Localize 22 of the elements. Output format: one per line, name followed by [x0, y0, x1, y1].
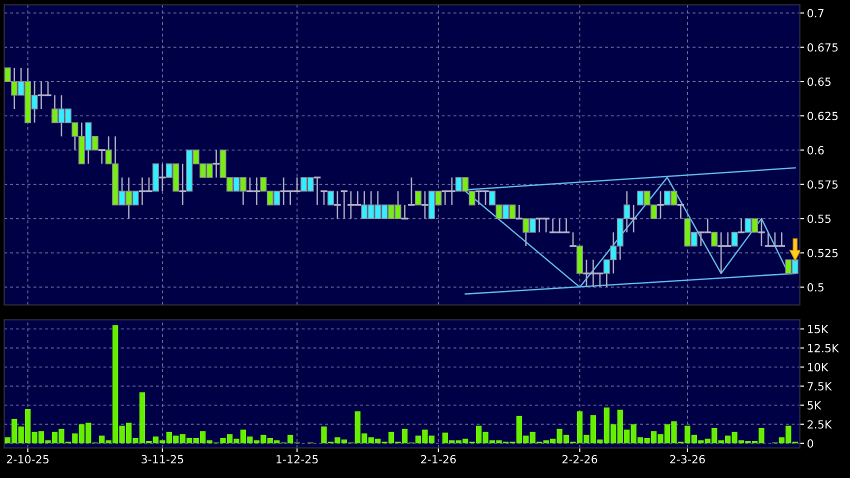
y-tick-label: 0.5 — [808, 283, 824, 292]
y-tick-label: 0.625 — [808, 112, 838, 120]
x-tick-label: 1-12-25 — [276, 455, 318, 464]
x-tick-label: 2-3-26 — [670, 455, 705, 464]
y-tick-label: 7.5K — [808, 382, 832, 390]
x-tick-label: 2-2-26 — [562, 455, 598, 464]
x-tick-label: 3-11-25 — [142, 455, 184, 464]
y-tick-label: 0.575 — [808, 180, 838, 189]
y-tick-label: 0.525 — [808, 248, 838, 258]
y-tick-label: 0.675 — [808, 43, 838, 52]
y-tick-label: 0.65 — [808, 78, 831, 86]
y-tick-label: 2.5K — [808, 420, 832, 429]
y-tick-label: 0.55 — [808, 214, 831, 223]
y-tick-label: 15K — [808, 325, 828, 334]
y-tick-label: 0.6 — [808, 146, 824, 154]
y-tick-label: 0.7 — [808, 8, 824, 18]
x-tick-label: 2-10-25 — [6, 455, 49, 464]
y-tick-label: 0 — [808, 439, 814, 448]
y-tick-label: 10K — [808, 363, 828, 372]
y-tick-label: 5K — [808, 401, 822, 410]
x-tick-label: 2-1-26 — [421, 455, 456, 464]
y-tick-label: 12.5K — [808, 344, 840, 352]
